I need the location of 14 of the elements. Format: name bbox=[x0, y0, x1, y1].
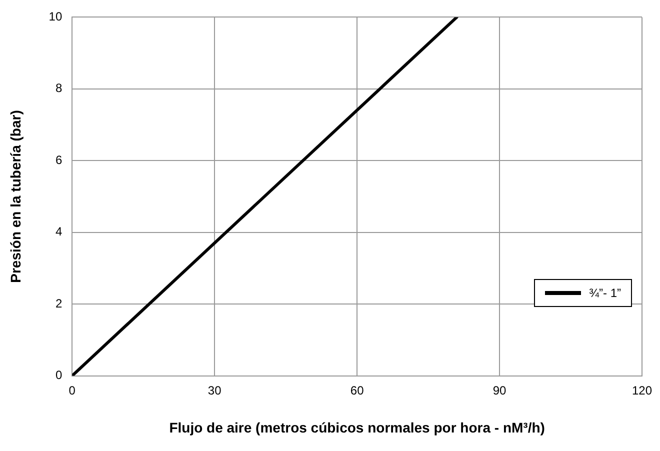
x-axis-title: Flujo de aire (metros cúbicos normales por hora - nM³/h) bbox=[169, 419, 545, 436]
y-tick-label: 6 bbox=[55, 152, 62, 167]
y-tick-label: 8 bbox=[55, 81, 62, 96]
y-axis-title: Presión en la tubería (bar) bbox=[7, 110, 24, 283]
x-tick-label: 0 bbox=[68, 383, 76, 398]
x-tick-label: 120 bbox=[632, 383, 652, 398]
x-tick-label: 90 bbox=[492, 383, 507, 398]
legend-label: ¾”- 1” bbox=[588, 286, 621, 300]
x-tick-label: 30 bbox=[208, 383, 222, 398]
y-tick-label: 0 bbox=[55, 368, 62, 382]
x-tick-label: 60 bbox=[350, 383, 364, 398]
y-tick-label: 10 bbox=[48, 10, 62, 24]
y-tick-label: 4 bbox=[55, 224, 62, 239]
y-tick-label: 2 bbox=[55, 296, 62, 310]
